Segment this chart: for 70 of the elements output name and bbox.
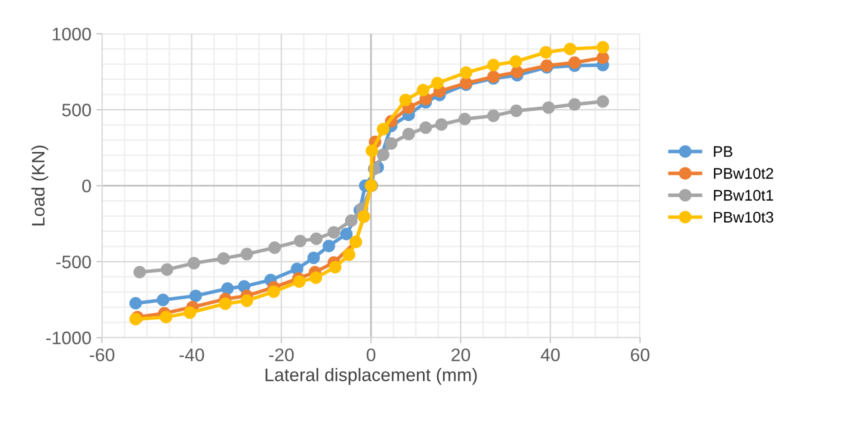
point (322, 240, 336, 252)
y-axis-title: Load (KN) (31, 146, 48, 226)
point (376, 122, 390, 136)
point (156, 294, 170, 306)
y-tick-label: 500 (62, 104, 91, 116)
legend-label: PBw10t2 (714, 168, 774, 179)
point (487, 58, 500, 72)
point (240, 248, 254, 260)
point (460, 66, 472, 79)
y-tick-label: -1000 (46, 332, 91, 344)
point (596, 41, 610, 54)
point (345, 214, 358, 227)
point (596, 95, 610, 108)
point (328, 261, 342, 274)
point (510, 66, 524, 78)
point (342, 248, 356, 261)
point (217, 252, 230, 265)
point (221, 282, 234, 295)
point (238, 280, 250, 293)
point (399, 94, 412, 106)
point (160, 310, 172, 324)
point (431, 76, 444, 90)
point (219, 297, 232, 310)
point (294, 234, 306, 248)
point (307, 252, 320, 264)
point (268, 241, 281, 254)
x-tick-label: 0 (366, 348, 376, 362)
x-tick-label: 60 (630, 348, 650, 362)
point (240, 294, 254, 307)
x-tick-label: 20 (452, 348, 470, 362)
legend-label: PBw10t3 (714, 212, 774, 223)
point (188, 256, 200, 270)
point (366, 144, 378, 157)
x-tick-label: -60 (90, 348, 114, 362)
point (129, 297, 142, 310)
point (568, 98, 581, 111)
x-tick-label: -40 (179, 348, 204, 362)
point (184, 306, 196, 319)
legend-label: PB (714, 146, 732, 157)
point (435, 118, 448, 131)
point (328, 226, 340, 239)
point (310, 232, 323, 245)
x-tick-label: 40 (540, 348, 560, 362)
point (376, 148, 390, 161)
point (542, 101, 555, 114)
point (340, 228, 353, 240)
legend-label: PBw10t1 (714, 190, 774, 201)
point (596, 52, 610, 64)
point (384, 137, 398, 150)
y-tick-label: 1000 (52, 28, 91, 40)
point (416, 84, 430, 96)
point (540, 46, 552, 59)
point (419, 121, 432, 134)
point (458, 112, 471, 126)
point (568, 56, 581, 69)
point (267, 285, 280, 298)
point (189, 290, 202, 302)
x-tick-label: -20 (269, 348, 294, 362)
point (293, 275, 306, 288)
point (133, 266, 146, 278)
y-tick-label: 0 (82, 180, 91, 192)
point (487, 110, 500, 122)
point (310, 271, 322, 284)
point (160, 263, 174, 276)
y-tick-label: -500 (56, 256, 91, 268)
point (402, 128, 415, 140)
point (564, 42, 576, 56)
point (510, 104, 523, 118)
x-axis-title: Lateral displacement (mm) (266, 368, 477, 385)
point (510, 55, 522, 68)
